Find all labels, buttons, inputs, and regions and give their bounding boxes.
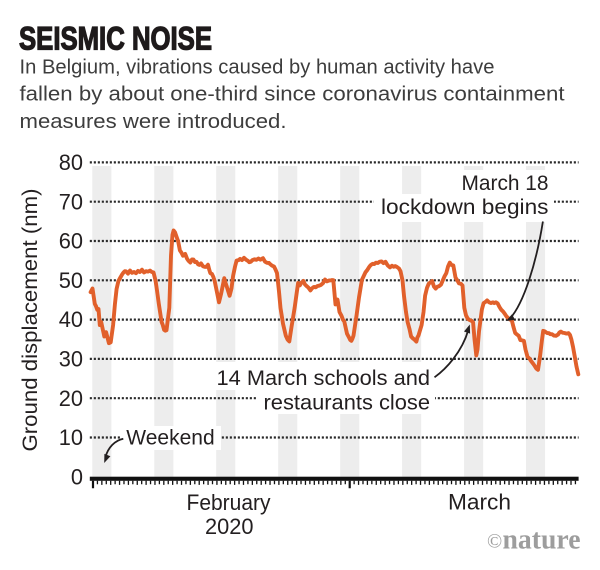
svg-text:0: 0 <box>71 464 83 489</box>
svg-text:restaurants close: restaurants close <box>264 392 431 415</box>
svg-text:60: 60 <box>59 229 83 254</box>
svg-text:70: 70 <box>59 189 83 214</box>
svg-text:Weekend: Weekend <box>126 427 214 450</box>
svg-text:SEISMIC NOISE: SEISMIC NOISE <box>19 20 212 56</box>
svg-text:measures were introduced.: measures were introduced. <box>20 110 287 133</box>
svg-text:14 March schools and: 14 March schools and <box>217 367 431 390</box>
svg-text:fallen by about one-third sinc: fallen by about one-third since coronavi… <box>20 83 565 106</box>
svg-text:February: February <box>187 490 271 515</box>
svg-text:20: 20 <box>59 386 83 411</box>
svg-text:©: © <box>487 531 502 553</box>
svg-text:2020: 2020 <box>205 514 254 539</box>
svg-text:March 18: March 18 <box>462 172 549 195</box>
svg-text:In Belgium, vibrations caused: In Belgium, vibrations caused by human a… <box>20 56 495 79</box>
svg-text:50: 50 <box>59 268 83 293</box>
svg-text:nature: nature <box>503 524 581 555</box>
svg-text:80: 80 <box>59 150 83 175</box>
svg-text:40: 40 <box>59 307 83 332</box>
svg-text:March: March <box>448 490 511 515</box>
svg-text:30: 30 <box>59 347 83 372</box>
svg-text:lockdown begins: lockdown begins <box>381 196 549 219</box>
svg-text:Ground displacement (nm): Ground displacement (nm) <box>19 189 42 452</box>
svg-text:10: 10 <box>59 425 83 450</box>
